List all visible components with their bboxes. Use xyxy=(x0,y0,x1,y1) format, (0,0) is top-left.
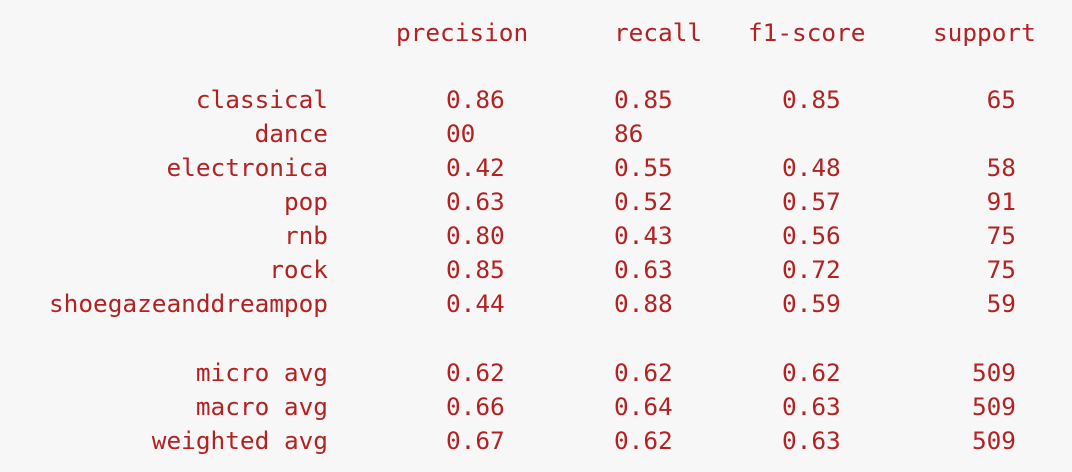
f1-value: 0.63 xyxy=(782,426,841,455)
recall-value: 0.64 xyxy=(614,392,673,421)
precision-value: 0.80 xyxy=(446,221,505,250)
precision-value: 00 xyxy=(446,119,476,148)
f1-value: 0.85 xyxy=(782,85,841,114)
f1-value: 0.59 xyxy=(782,289,841,318)
recall-value: 0.62 xyxy=(614,358,673,387)
row-label: macro avg xyxy=(195,392,328,421)
header-support: support xyxy=(933,18,1036,47)
precision-value: 0.63 xyxy=(446,187,505,216)
recall-value: 0.88 xyxy=(614,289,673,318)
recall-value: 0.62 xyxy=(614,426,673,455)
support-value: 91 xyxy=(986,187,1016,216)
row-classical: classical 0.86 0.85 0.85 65 xyxy=(0,85,1072,464)
support-value: 509 xyxy=(971,358,1016,387)
row-label: pop xyxy=(283,187,328,216)
support-value: 59 xyxy=(986,289,1016,318)
recall-value: 0.85 xyxy=(614,85,673,114)
row-label: shoegazeanddreampop xyxy=(48,289,328,318)
support-value: 509 xyxy=(971,392,1016,421)
header-precision: precision xyxy=(396,18,529,47)
support-value: 58 xyxy=(986,153,1016,182)
recall-value: 0.52 xyxy=(614,187,673,216)
f1-value: 0.48 xyxy=(782,153,841,182)
header-recall: recall xyxy=(614,18,703,47)
f1-value: 0.56 xyxy=(782,221,841,250)
row-label: micro avg xyxy=(195,358,328,387)
support-value: 75 xyxy=(986,255,1016,284)
f1-value: 0.72 xyxy=(782,255,841,284)
f1-value: 0.57 xyxy=(782,187,841,216)
precision-value: 0.66 xyxy=(446,392,505,421)
row-label: rnb xyxy=(283,221,328,250)
recall-value: 86 xyxy=(614,119,644,148)
row-label: weighted avg xyxy=(151,426,328,455)
recall-value: 0.63 xyxy=(614,255,673,284)
recall-value: 0.55 xyxy=(614,153,673,182)
f1-value: 0.62 xyxy=(782,358,841,387)
support-value: 75 xyxy=(986,221,1016,250)
row-label: electronica xyxy=(166,153,328,182)
precision-value: 0.42 xyxy=(446,153,505,182)
header-f1-score: f1-score xyxy=(748,18,866,47)
support-value: 509 xyxy=(971,426,1016,455)
row-label: dance xyxy=(254,119,328,148)
precision-value: 0.44 xyxy=(446,289,505,318)
row-label: classical xyxy=(195,85,328,114)
precision-value: 0.85 xyxy=(446,255,505,284)
precision-value: 0.67 xyxy=(446,426,505,455)
recall-value: 0.43 xyxy=(614,221,673,250)
f1-value: 0.63 xyxy=(782,392,841,421)
support-value: 65 xyxy=(986,85,1016,114)
precision-value: 0.86 xyxy=(446,85,505,114)
row-label: rock xyxy=(269,255,328,284)
precision-value: 0.62 xyxy=(446,358,505,387)
